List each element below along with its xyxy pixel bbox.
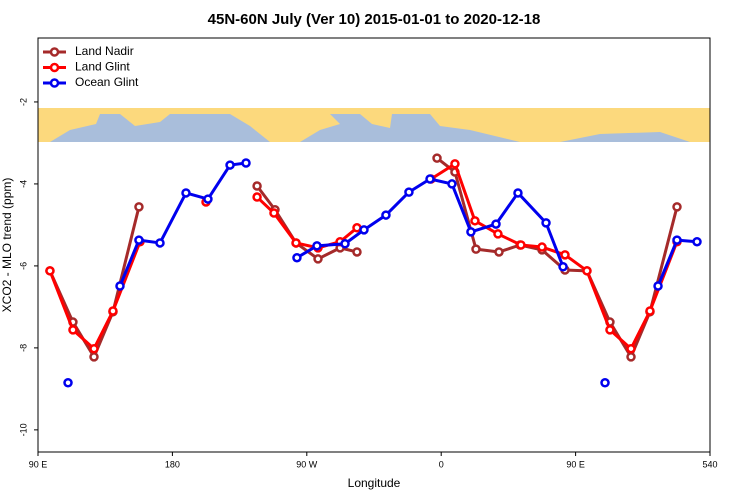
point: [645, 306, 655, 316]
x-axis-label: Longitude: [348, 476, 401, 490]
point: [359, 225, 369, 235]
point: [108, 306, 118, 316]
point: [115, 281, 125, 291]
point: [292, 252, 302, 263]
point: [466, 227, 476, 237]
point: [291, 238, 301, 248]
point: [600, 377, 610, 388]
point: [312, 241, 322, 251]
point: [134, 202, 144, 212]
point: [582, 266, 592, 276]
point: [63, 377, 73, 388]
point: [225, 160, 235, 170]
point: [181, 188, 191, 198]
point: [471, 244, 481, 254]
series-line: [48, 156, 679, 359]
point: [672, 235, 682, 245]
point: [352, 247, 362, 257]
y-tick-label: -8: [18, 344, 28, 352]
point: [241, 158, 251, 168]
legend-marker: [49, 62, 60, 73]
point: [541, 218, 551, 228]
point: [672, 202, 682, 212]
point: [491, 219, 501, 229]
point: [516, 240, 526, 250]
x-tick-label: 90 W: [296, 459, 318, 469]
point: [560, 250, 570, 260]
y-tick-label: -2: [18, 98, 28, 106]
series-line: [48, 162, 679, 351]
point: [155, 238, 165, 248]
x-tick-label: 540: [702, 459, 717, 469]
point: [537, 242, 547, 252]
legend-marker: [49, 78, 60, 88]
point: [513, 188, 523, 198]
point: [45, 266, 55, 276]
point: [252, 181, 262, 191]
point: [692, 236, 702, 247]
point: [89, 352, 99, 362]
legend-label: Land Nadir: [75, 44, 134, 58]
chart-title: 45N-60N July (Ver 10) 2015-01-01 to 2020…: [208, 11, 541, 28]
point: [470, 216, 480, 226]
point: [313, 254, 323, 264]
x-tick-label: 180: [165, 459, 180, 469]
point: [447, 179, 457, 189]
point: [269, 208, 279, 218]
point: [252, 192, 262, 202]
point: [653, 281, 663, 291]
point: [68, 325, 78, 335]
point: [89, 343, 99, 354]
point: [425, 174, 435, 184]
x-tick-label: 90 E: [566, 459, 585, 469]
series-line: [118, 161, 698, 287]
point: [626, 343, 636, 354]
y-axis-label: XCO2 - MLO trend (ppm): [0, 178, 14, 313]
y-tick-label: -4: [18, 180, 28, 188]
point: [494, 247, 504, 257]
point: [340, 239, 350, 249]
point: [404, 187, 414, 197]
y-tick-label: -6: [18, 262, 28, 270]
legend-label: Ocean Glint: [75, 75, 139, 89]
map-band: [38, 108, 710, 142]
point: [134, 235, 144, 245]
point: [432, 153, 442, 163]
point: [626, 352, 636, 362]
y-tick-label: -10: [18, 423, 28, 436]
point: [381, 210, 391, 220]
x-tick-label: 90 E: [29, 459, 48, 469]
point: [450, 159, 460, 169]
x-tick-label: 0: [439, 459, 444, 469]
point: [605, 325, 615, 335]
point: [203, 194, 213, 204]
point: [493, 229, 503, 239]
legend-marker: [49, 47, 60, 57]
point: [558, 261, 568, 272]
plot-frame: [37, 37, 711, 453]
legend-label: Land Glint: [75, 60, 130, 74]
